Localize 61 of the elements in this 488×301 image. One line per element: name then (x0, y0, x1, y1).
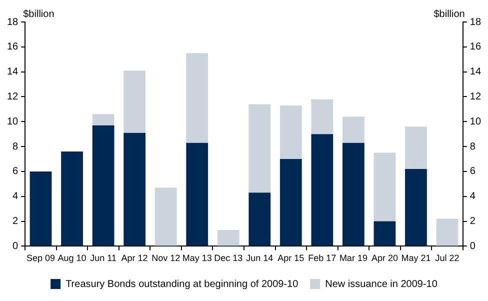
y-tick-label: 2 (12, 216, 19, 228)
bar (374, 152, 396, 222)
x-tick-label: Jun 14 (246, 253, 274, 264)
x-tick-label: May 13 (182, 253, 212, 264)
bar (186, 53, 208, 143)
bar (124, 70, 146, 133)
bar (280, 159, 302, 246)
y2-tick-label: 18 (470, 16, 482, 28)
x-tick-label: Sep 09 (26, 253, 56, 264)
y2-tick-label: 6 (470, 166, 476, 178)
y-tick-label: 0 (12, 240, 19, 252)
x-tick-label: Aug 10 (58, 253, 86, 264)
y2-tick-label: 4 (470, 191, 476, 202)
bar (61, 152, 83, 246)
y-tick-label: 8 (12, 141, 19, 152)
bar (92, 114, 114, 126)
bar (124, 132, 146, 246)
x-tick-label: Jun 11 (90, 253, 116, 264)
y2-tick-label: 16 (470, 42, 482, 53)
y-tick-label: 18 (7, 16, 19, 28)
x-tick-label: May 21 (401, 253, 431, 264)
bar (311, 99, 334, 134)
bar (248, 104, 271, 193)
bar (248, 192, 271, 246)
y2-tick-label: 0 (470, 240, 476, 252)
bar (311, 134, 334, 246)
x-tick-label: Feb 17 (308, 253, 336, 264)
bar (154, 188, 177, 246)
bar (342, 142, 364, 246)
y2-tick-label: 12 (470, 91, 482, 102)
x-tick-label: Jul 22 (435, 253, 460, 264)
y-tick-label: 10 (7, 116, 19, 128)
y2-axis-title: $billion (434, 8, 465, 20)
bar (280, 105, 302, 160)
y-axis-title: $billion (23, 8, 54, 20)
x-tick-label: Apr 20 (371, 253, 398, 264)
y2-tick-label: 8 (470, 141, 476, 152)
x-tick-label: Mar 19 (339, 253, 368, 264)
bar (436, 218, 458, 246)
bar (405, 126, 427, 169)
x-tick-label: Apr 12 (121, 253, 148, 264)
bar (92, 125, 114, 246)
bar (30, 171, 52, 246)
legend-label: New issuance in 2009-10 (325, 278, 438, 290)
y-tick-label: 6 (12, 166, 19, 178)
x-tick-label: Dec 13 (214, 253, 243, 264)
bar (342, 116, 364, 143)
y2-tick-label: 2 (470, 216, 476, 228)
y-tick-label: 12 (7, 91, 19, 102)
y-tick-label: 16 (7, 42, 19, 53)
y-tick-label: 14 (7, 66, 19, 78)
x-tick-label: Apr 15 (278, 253, 304, 264)
bar (374, 221, 396, 246)
bar (217, 230, 240, 246)
y2-tick-label: 10 (470, 116, 482, 128)
legend-label: Treasury Bonds outstanding at beginning of 2009-10 (66, 278, 299, 290)
bar (186, 142, 208, 246)
bar (405, 168, 427, 246)
y-tick-label: 4 (12, 191, 19, 202)
y2-tick-label: 14 (470, 66, 482, 78)
x-tick-label: Nov 12 (152, 253, 180, 264)
